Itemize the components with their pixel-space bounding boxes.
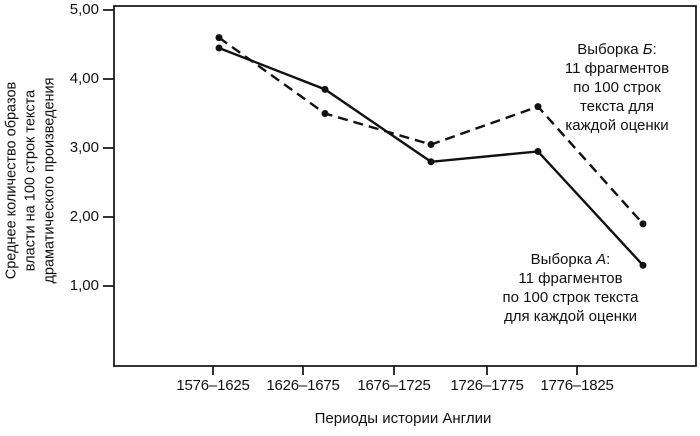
annotation-line: по 100 строк bbox=[573, 79, 661, 96]
annotation-line: 11 фрагментов bbox=[518, 270, 623, 287]
y-tick-label: 2,00 bbox=[69, 208, 99, 225]
data-point-marker bbox=[321, 85, 329, 93]
data-point-marker bbox=[427, 141, 435, 149]
annotation-line: по 100 строк текста bbox=[502, 289, 639, 306]
annotation-title-colon: : bbox=[606, 251, 611, 268]
annotation-title-text: Выборка bbox=[577, 41, 643, 58]
annotation-title-letter: Б bbox=[642, 41, 653, 58]
annotation-sample-a: Выборка А: 11 фрагментов по 100 строк те… bbox=[478, 250, 663, 326]
y-tick-label: 4,00 bbox=[69, 70, 99, 87]
y-axis-title-line: драматического произведения bbox=[41, 77, 58, 284]
data-point-marker bbox=[215, 34, 223, 42]
y-axis-title-line: Среднее количество образов bbox=[3, 81, 20, 280]
y-tick-label: 3,00 bbox=[69, 139, 99, 156]
x-tick-label: 1626–1675 bbox=[266, 377, 340, 394]
x-tick-label: 1776–1825 bbox=[540, 377, 614, 394]
annotation-title-colon: : bbox=[652, 41, 657, 58]
x-tick-label: 1676–1725 bbox=[357, 377, 431, 394]
y-tick-label: 5,00 bbox=[69, 1, 99, 18]
data-point-marker bbox=[321, 110, 329, 117]
x-tick-label: 1726–1775 bbox=[450, 377, 524, 394]
annotation-sample-b: Выборка Б: 11 фрагментов по 100 строк те… bbox=[527, 40, 700, 135]
annotation-line: 11 фрагментов bbox=[564, 60, 670, 77]
y-tick-label: 1,00 bbox=[69, 277, 99, 294]
data-point-marker bbox=[639, 261, 647, 269]
x-axis-title: Периоды истории Англии bbox=[314, 410, 492, 427]
annotation-line: текста для bbox=[579, 98, 655, 115]
data-point-marker bbox=[427, 158, 435, 166]
annotation-sample-b-title: Выборка Б: bbox=[527, 40, 700, 59]
annotation-line: для каждой оценки bbox=[503, 308, 638, 325]
annotation-line: каждой оценки bbox=[565, 117, 669, 134]
annotation-title-letter: А bbox=[596, 251, 607, 268]
y-axis-title-line: власти на 100 строк текста bbox=[22, 89, 39, 272]
data-point-marker bbox=[534, 103, 542, 111]
plot-frame bbox=[113, 5, 697, 367]
x-tick-label: 1576–1625 bbox=[176, 377, 250, 394]
y-axis-title: Среднее количество образов власти на 100… bbox=[3, 56, 60, 306]
data-point-marker bbox=[639, 220, 647, 228]
annotation-sample-a-title: Выборка А: bbox=[478, 250, 663, 269]
data-point-marker bbox=[215, 44, 223, 52]
data-point-marker bbox=[534, 147, 542, 155]
annotation-title-text: Выборка bbox=[530, 251, 597, 268]
